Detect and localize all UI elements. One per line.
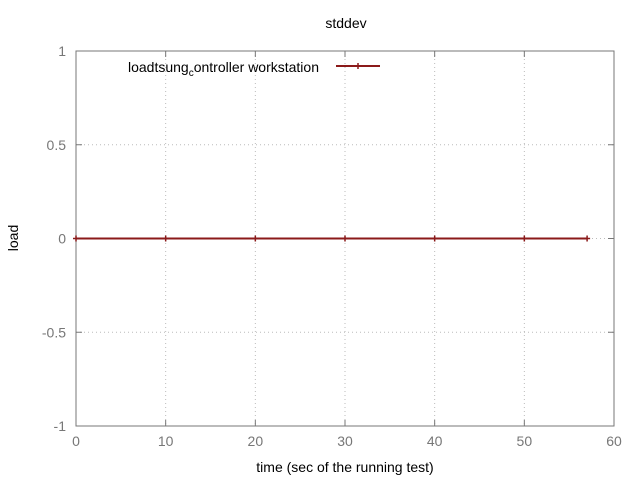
data-point <box>431 235 438 242</box>
chart-title: stddev <box>325 15 366 31</box>
y-tick-label: -0.5 <box>42 324 66 340</box>
x-tick-label: 10 <box>158 433 174 449</box>
y-axis-title: load <box>5 225 21 251</box>
legend: loadtsungcontroller workstation <box>128 59 380 79</box>
legend-label-part-1: loadtsung <box>128 59 189 75</box>
y-axis: 1 0.5 0 -0.5 -1 <box>42 43 614 434</box>
data-point <box>521 235 528 242</box>
x-tick-label: 30 <box>337 433 353 449</box>
legend-swatch-marker <box>355 63 361 69</box>
data-point <box>252 235 259 242</box>
x-axis-title: time (sec of the running test) <box>256 459 433 475</box>
legend-label-subscript: c <box>189 68 194 79</box>
legend-label: loadtsungcontroller workstation <box>128 59 319 79</box>
y-tick-label: 1 <box>58 43 66 59</box>
y-tick-label: 0.5 <box>47 137 67 153</box>
data-point <box>162 235 169 242</box>
x-axis: 0 10 20 30 40 50 60 <box>72 51 622 449</box>
data-point <box>584 235 591 242</box>
data-point <box>342 235 348 242</box>
x-tick-label: 40 <box>427 433 443 449</box>
data-point <box>73 235 79 242</box>
y-tick-label: -1 <box>54 418 67 434</box>
y-tick-label: 0 <box>58 231 66 247</box>
x-tick-label: 0 <box>72 433 80 449</box>
x-tick-label: 20 <box>248 433 264 449</box>
x-tick-label: 60 <box>606 433 622 449</box>
x-tick-label: 50 <box>517 433 533 449</box>
series-layer <box>73 235 591 242</box>
legend-label-part-2: ontroller workstation <box>194 59 319 75</box>
